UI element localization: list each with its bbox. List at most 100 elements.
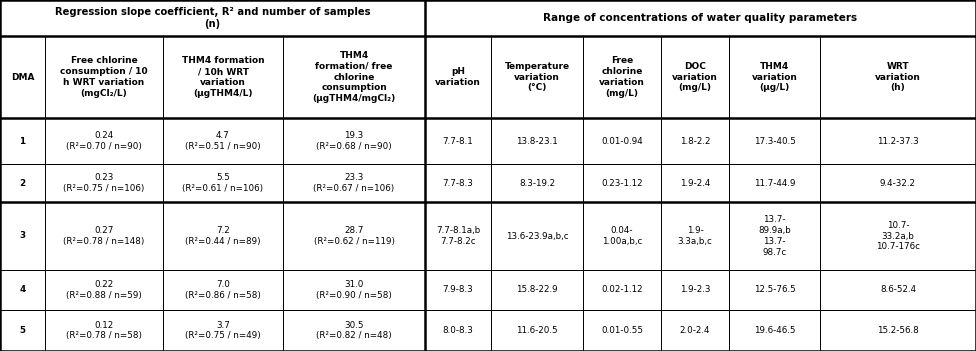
Bar — [45, 36, 163, 118]
Text: 0.12
(R²=0.78 / n=58): 0.12 (R²=0.78 / n=58) — [66, 320, 142, 340]
Bar — [583, 310, 661, 351]
Bar — [583, 36, 661, 118]
Bar — [163, 164, 283, 202]
Bar — [45, 310, 163, 351]
Text: 12.5-76.5: 12.5-76.5 — [753, 285, 795, 294]
Bar — [163, 202, 283, 270]
Bar — [163, 310, 283, 351]
Bar — [0, 310, 45, 351]
Bar — [425, 0, 976, 36]
Text: 7.0
(R²=0.86 / n=58): 7.0 (R²=0.86 / n=58) — [185, 280, 261, 300]
Text: 11.2-37.3: 11.2-37.3 — [877, 137, 918, 146]
Bar — [45, 202, 163, 270]
Bar — [820, 118, 976, 164]
Text: 0.01-0.55: 0.01-0.55 — [601, 326, 643, 335]
Bar — [661, 270, 729, 310]
Text: 1.9-2.3: 1.9-2.3 — [679, 285, 711, 294]
Bar — [661, 164, 729, 202]
Text: 3: 3 — [20, 232, 25, 240]
Text: 1.9-2.4: 1.9-2.4 — [680, 179, 711, 187]
Text: 3.7
(R²=0.75 / n=49): 3.7 (R²=0.75 / n=49) — [185, 320, 261, 340]
Bar — [45, 118, 163, 164]
Bar — [283, 310, 425, 351]
Text: pH
variation: pH variation — [435, 67, 481, 87]
Bar — [729, 310, 820, 351]
Text: 10.7-
33.2a,b
10.7-176c: 10.7- 33.2a,b 10.7-176c — [876, 221, 920, 251]
Text: 4: 4 — [20, 285, 25, 294]
Text: 19.6-46.5: 19.6-46.5 — [753, 326, 795, 335]
Bar — [820, 270, 976, 310]
Text: 8.6-52.4: 8.6-52.4 — [880, 285, 916, 294]
Bar — [820, 164, 976, 202]
Bar — [0, 118, 45, 164]
Text: 5.5
(R²=0.61 / n=106): 5.5 (R²=0.61 / n=106) — [183, 173, 264, 193]
Text: 0.02-1.12: 0.02-1.12 — [601, 285, 643, 294]
Text: 4.7
(R²=0.51 / n=90): 4.7 (R²=0.51 / n=90) — [185, 131, 261, 151]
Text: Range of concentrations of water quality parameters: Range of concentrations of water quality… — [544, 13, 858, 23]
Bar — [729, 36, 820, 118]
Text: DMA: DMA — [11, 73, 34, 81]
Text: Regression slope coefficient, R² and number of samples
(n): Regression slope coefficient, R² and num… — [55, 7, 370, 29]
Bar — [0, 36, 45, 118]
Text: 11.6-20.5: 11.6-20.5 — [516, 326, 558, 335]
Text: Temperature
variation
(°C): Temperature variation (°C) — [505, 62, 570, 92]
Text: 15.2-56.8: 15.2-56.8 — [877, 326, 918, 335]
Text: WRT
variation
(h): WRT variation (h) — [875, 62, 921, 92]
Bar — [425, 270, 491, 310]
Bar — [491, 36, 583, 118]
Text: 8.3-19.2: 8.3-19.2 — [519, 179, 555, 187]
Bar — [661, 118, 729, 164]
Bar — [820, 310, 976, 351]
Bar — [729, 270, 820, 310]
Text: 17.3-40.5: 17.3-40.5 — [753, 137, 795, 146]
Bar — [729, 202, 820, 270]
Bar — [583, 164, 661, 202]
Text: 7.7-8.3: 7.7-8.3 — [442, 179, 473, 187]
Text: 15.8-22.9: 15.8-22.9 — [516, 285, 558, 294]
Text: THM4 formation
/ 10h WRT
variation
(μgTHM4/L): THM4 formation / 10h WRT variation (μgTH… — [182, 57, 264, 98]
Bar — [491, 310, 583, 351]
Bar — [163, 270, 283, 310]
Bar — [820, 202, 976, 270]
Text: 0.04-
1.00a,b,c: 0.04- 1.00a,b,c — [602, 226, 642, 246]
Text: 30.5
(R²=0.82 / n=48): 30.5 (R²=0.82 / n=48) — [316, 320, 392, 340]
Text: 19.3
(R²=0.68 / n=90): 19.3 (R²=0.68 / n=90) — [316, 131, 392, 151]
Text: 28.7
(R²=0.62 / n=119): 28.7 (R²=0.62 / n=119) — [313, 226, 394, 246]
Bar — [491, 118, 583, 164]
Bar — [45, 164, 163, 202]
Bar — [491, 164, 583, 202]
Text: 0.01-0.94: 0.01-0.94 — [601, 137, 643, 146]
Text: 0.23
(R²=0.75 / n=106): 0.23 (R²=0.75 / n=106) — [63, 173, 144, 193]
Bar — [283, 270, 425, 310]
Bar — [491, 270, 583, 310]
Text: 0.23-1.12: 0.23-1.12 — [601, 179, 643, 187]
Text: Free chlorine
consumption / 10
h WRT variation
(mgCl₂/L): Free chlorine consumption / 10 h WRT var… — [61, 57, 147, 98]
Bar — [283, 202, 425, 270]
Bar — [163, 36, 283, 118]
Text: 2.0-2.4: 2.0-2.4 — [679, 326, 711, 335]
Text: 13.8-23.1: 13.8-23.1 — [516, 137, 558, 146]
Text: 9.4-32.2: 9.4-32.2 — [880, 179, 916, 187]
Bar — [283, 164, 425, 202]
Text: 7.7-8.1: 7.7-8.1 — [443, 137, 473, 146]
Text: 0.24
(R²=0.70 / n=90): 0.24 (R²=0.70 / n=90) — [66, 131, 142, 151]
Bar — [0, 0, 425, 36]
Bar — [283, 118, 425, 164]
Bar — [0, 202, 45, 270]
Text: 7.9-8.3: 7.9-8.3 — [443, 285, 473, 294]
Bar — [425, 310, 491, 351]
Bar — [491, 202, 583, 270]
Bar — [283, 36, 425, 118]
Bar — [729, 164, 820, 202]
Bar — [425, 202, 491, 270]
Text: 13.6-23.9a,b,c: 13.6-23.9a,b,c — [506, 232, 568, 240]
Text: 0.22
(R²=0.88 / n=59): 0.22 (R²=0.88 / n=59) — [66, 280, 142, 300]
Text: 1: 1 — [20, 137, 25, 146]
Bar — [820, 36, 976, 118]
Bar — [0, 270, 45, 310]
Bar — [163, 118, 283, 164]
Text: 5: 5 — [20, 326, 25, 335]
Text: 23.3
(R²=0.67 / n=106): 23.3 (R²=0.67 / n=106) — [313, 173, 394, 193]
Text: 2: 2 — [20, 179, 25, 187]
Bar — [729, 118, 820, 164]
